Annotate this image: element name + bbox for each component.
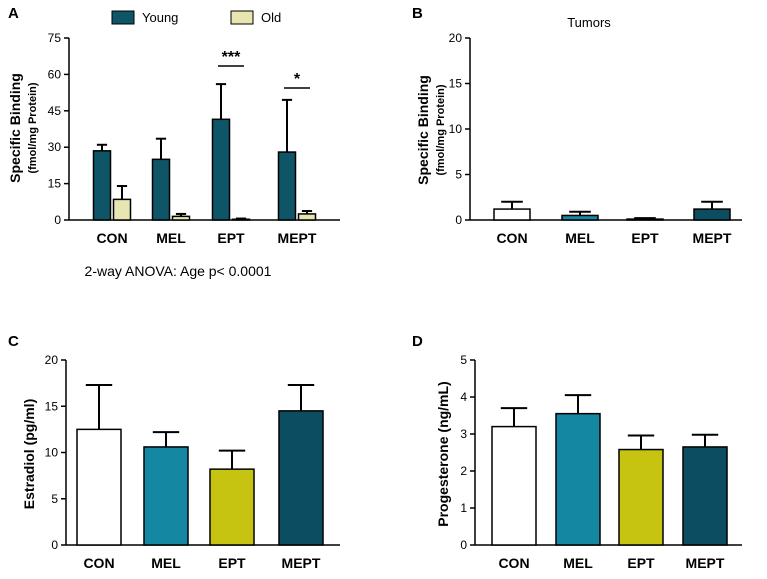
x-tick-label: MEPT <box>282 555 321 571</box>
y-tick-label: 10 <box>449 122 463 136</box>
y-axis-label: Progesterone (ng/mL) <box>435 381 451 526</box>
y-tick-label: 20 <box>449 31 463 45</box>
panel-letter-b: B <box>412 5 423 22</box>
bar <box>211 118 231 221</box>
bar <box>171 215 191 221</box>
panel-letter-a: A <box>8 5 19 22</box>
x-tick-label: MEPT <box>278 230 317 246</box>
bar <box>277 151 297 221</box>
x-tick-label: MEL <box>156 230 186 246</box>
bar <box>151 158 171 221</box>
y-tick-label: 5 <box>460 353 467 367</box>
anova-note: 2-way ANOVA: Age p< 0.0001 <box>85 263 272 279</box>
y-tick-label: 0 <box>51 538 58 552</box>
legend-label-young: Young <box>142 10 178 25</box>
panel-b: B Tumors Specific Binding (fmol/mg Prote… <box>412 5 742 246</box>
x-tick-label: MEPT <box>693 230 732 246</box>
y-tick-label: 3 <box>460 427 467 441</box>
plot-area: 0 5 10 15 20 CON MEL EPT MEPT <box>45 353 340 571</box>
panel-d: D Progesterone (ng/mL) 0 1 2 3 4 5 CON MEL EPT ME… <box>412 333 742 571</box>
y-tick-label: 15 <box>449 77 463 91</box>
plot-area: 0 1 2 3 4 5 CON MEL EPT MEPT <box>460 353 742 571</box>
legend-label-old: Old <box>261 10 281 25</box>
y-tick-label: 0 <box>54 213 61 227</box>
y-axis-label: Specific Binding <box>415 75 431 185</box>
y-tick-label: 4 <box>460 390 467 404</box>
y-axis-label: Specific Binding <box>7 73 23 183</box>
y-tick-label: 30 <box>48 140 62 154</box>
bar <box>112 198 132 221</box>
panel-letter-d: D <box>412 333 423 350</box>
y-tick-label: 10 <box>45 446 59 460</box>
x-tick-label: EPT <box>627 555 655 571</box>
y-tick-label: 15 <box>45 399 59 413</box>
bar <box>493 208 531 221</box>
y-tick-label: 5 <box>455 168 462 182</box>
y-tick-label: 60 <box>48 67 62 81</box>
x-tick-label: CON <box>96 230 127 246</box>
y-tick-label: 20 <box>45 353 59 367</box>
y-tick-label: 5 <box>51 492 58 506</box>
bar <box>626 218 664 221</box>
bar <box>555 412 601 546</box>
x-tick-label: MEL <box>563 555 593 571</box>
panel-letter-c: C <box>8 333 19 350</box>
bar <box>278 410 324 546</box>
x-tick-label: EPT <box>217 230 245 246</box>
y-tick-label: 75 <box>48 31 62 45</box>
y-tick-label: 15 <box>48 177 62 191</box>
y-tick-label: 2 <box>460 464 467 478</box>
legend-swatch-old <box>230 10 254 25</box>
legend-swatch-young <box>111 10 135 25</box>
bar <box>76 428 122 546</box>
bar <box>682 446 728 546</box>
x-tick-label: CON <box>498 555 529 571</box>
significance-label: *** <box>222 49 241 66</box>
bar <box>231 218 251 221</box>
y-axis-label: Estradiol (pg/ml) <box>21 399 37 509</box>
bar <box>209 468 255 546</box>
x-tick-label: EPT <box>218 555 246 571</box>
x-tick-label: MEL <box>565 230 595 246</box>
y-tick-label: 0 <box>460 538 467 552</box>
bar <box>561 214 599 221</box>
x-tick-label: MEL <box>151 555 181 571</box>
panel-a: A Young Old Specific Binding (fmol/mg Pr… <box>7 5 340 279</box>
bar <box>491 425 537 546</box>
y-tick-label: 1 <box>460 501 467 515</box>
x-tick-label: EPT <box>631 230 659 246</box>
bar <box>618 448 664 546</box>
bar <box>143 446 189 546</box>
y-tick-label: 45 <box>48 104 62 118</box>
x-tick-label: MEPT <box>686 555 725 571</box>
panel-c: C Estradiol (pg/ml) 0 5 10 15 20 CON MEL EPT MEP… <box>8 333 340 571</box>
plot-area: 0 5 10 15 20 CON MEL EPT MEPT <box>449 31 742 246</box>
bar <box>92 150 112 221</box>
y-axis-sublabel: (fmol/mg Protein) <box>27 82 39 173</box>
bar <box>297 213 317 221</box>
x-tick-label: CON <box>496 230 527 246</box>
y-axis-sublabel: (fmol/mg Protein) <box>435 84 447 175</box>
y-tick-label: 0 <box>455 213 462 227</box>
significance-label: * <box>294 71 301 88</box>
chart-title: Tumors <box>567 15 611 30</box>
x-tick-label: CON <box>83 555 114 571</box>
bar <box>693 208 731 221</box>
